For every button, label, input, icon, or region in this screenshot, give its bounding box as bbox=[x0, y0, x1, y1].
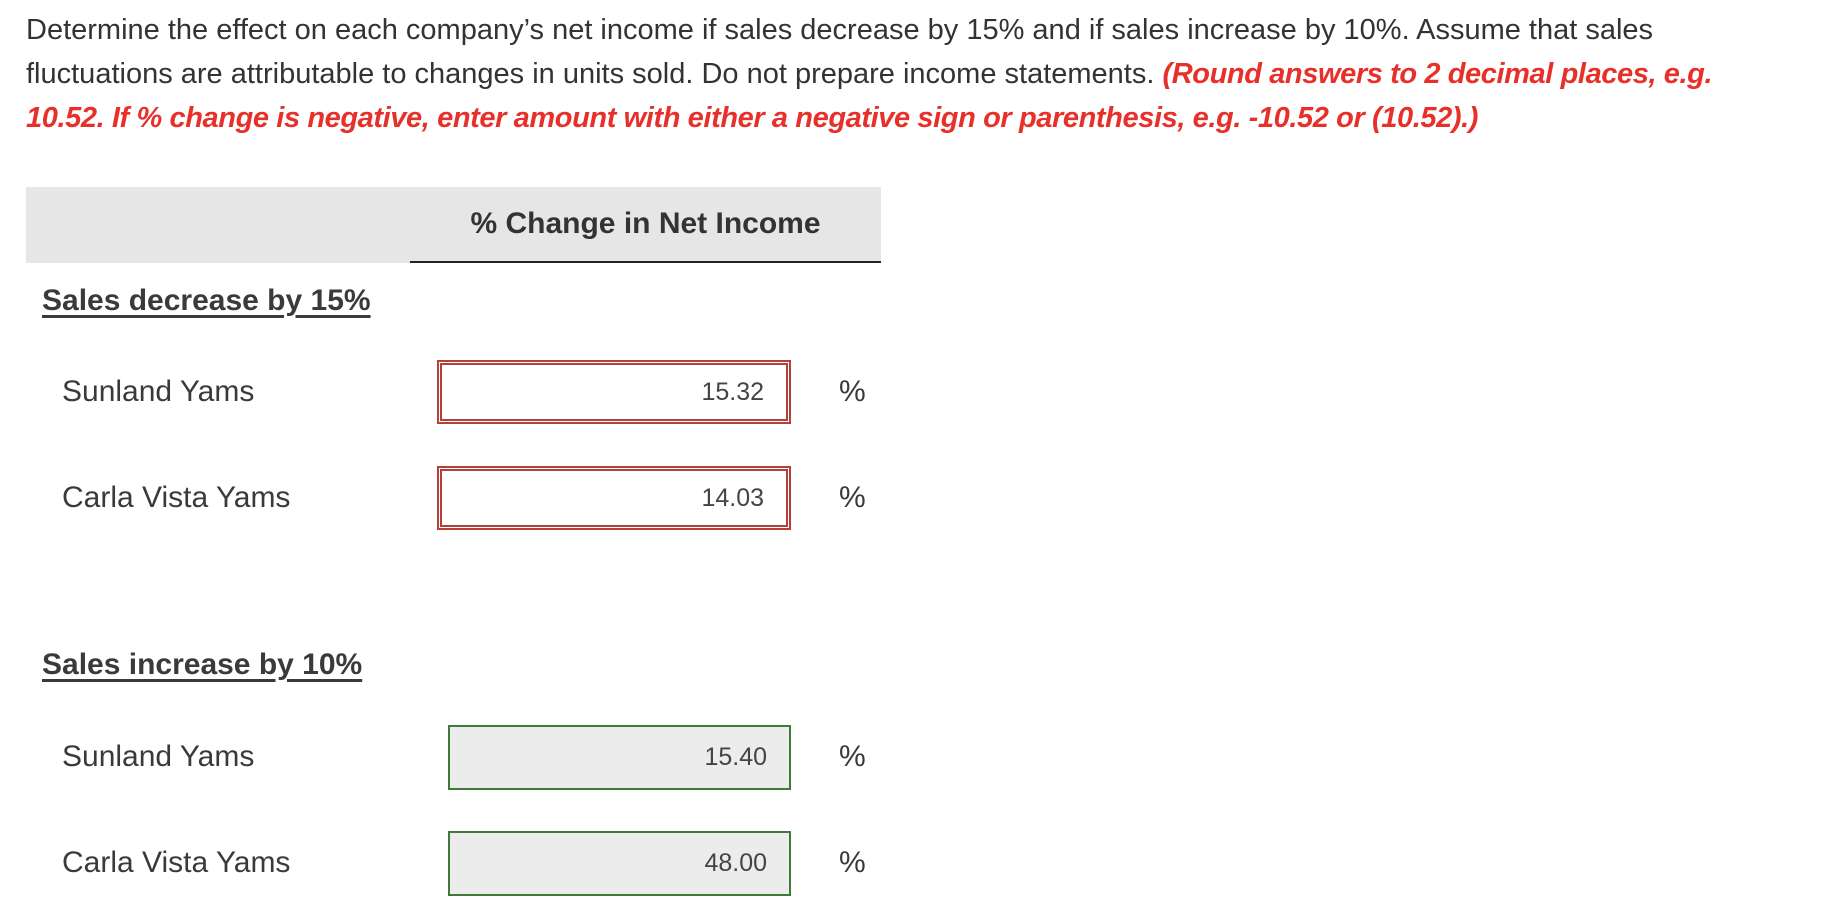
percent-unit: % bbox=[839, 375, 866, 408]
input-value: 14.03 bbox=[701, 483, 764, 512]
percent-unit: % bbox=[839, 481, 866, 514]
input-carla-vista-increase[interactable]: 48.00 bbox=[448, 831, 791, 896]
row-label-carla-vista-decrease: Carla Vista Yams bbox=[62, 481, 291, 514]
input-sunland-decrease[interactable]: 15.32 bbox=[437, 360, 791, 424]
input-value: 15.32 bbox=[701, 377, 764, 406]
section-label-sales-increase: Sales increase by 10% bbox=[42, 648, 363, 681]
instructions-text: Determine the effect on each company’s n… bbox=[26, 14, 1654, 90]
row-label-carla-vista-increase: Carla Vista Yams bbox=[62, 846, 291, 879]
table-header-band bbox=[26, 187, 881, 263]
question-instructions: Determine the effect on each company’s n… bbox=[26, 8, 1796, 140]
input-carla-vista-decrease[interactable]: 14.03 bbox=[437, 466, 791, 530]
input-value: 15.40 bbox=[704, 743, 767, 771]
input-sunland-increase[interactable]: 15.40 bbox=[448, 725, 791, 790]
input-value: 48.00 bbox=[704, 849, 767, 877]
row-label-sunland-decrease: Sunland Yams bbox=[62, 375, 255, 408]
percent-unit: % bbox=[839, 740, 866, 773]
row-label-sunland-increase: Sunland Yams bbox=[62, 740, 255, 773]
section-label-sales-decrease: Sales decrease by 15% bbox=[42, 284, 371, 317]
column-header-pct-change: % Change in Net Income bbox=[410, 187, 881, 263]
rounding-hint: (Round answers to 2 decimal places, e.g.… bbox=[26, 58, 1713, 134]
percent-unit: % bbox=[839, 846, 866, 879]
